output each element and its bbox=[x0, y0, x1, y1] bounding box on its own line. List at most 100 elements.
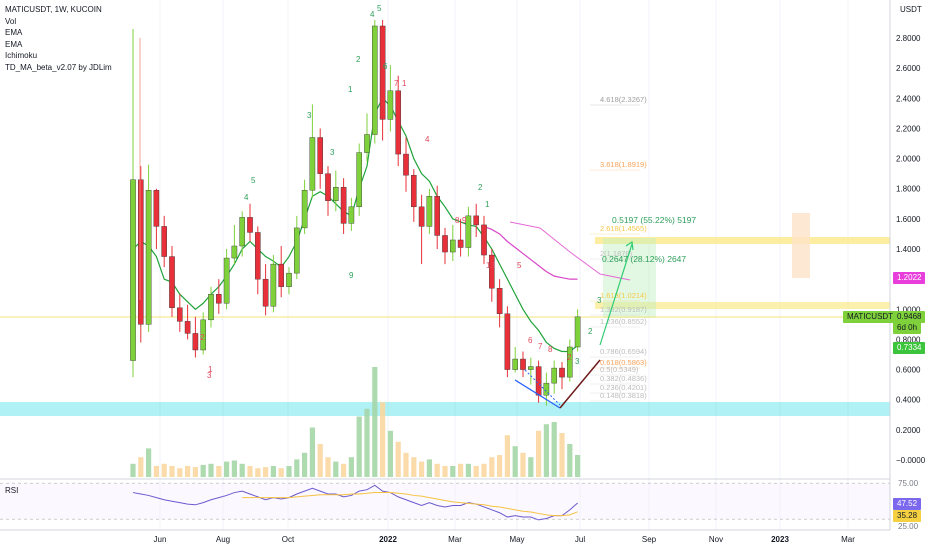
ema-slow-line bbox=[483, 225, 578, 280]
candle-body bbox=[184, 321, 191, 334]
volume-bar bbox=[465, 463, 471, 477]
td-count-label: 4 bbox=[370, 10, 375, 19]
volume-bar bbox=[255, 468, 261, 477]
time-tick-label: Mar bbox=[448, 535, 462, 544]
candle-body bbox=[200, 319, 207, 351]
candle-body bbox=[223, 257, 230, 304]
candle-body bbox=[496, 288, 503, 315]
td-count-label: 1 bbox=[208, 365, 213, 374]
volume-bar bbox=[294, 459, 300, 477]
volume-bar bbox=[185, 466, 191, 477]
volume-bar bbox=[419, 461, 425, 477]
indicator-ichimoku[interactable]: Ichimoku bbox=[5, 51, 38, 61]
volume-bar bbox=[286, 466, 292, 477]
fib-label: 0.382(0.4836) bbox=[600, 374, 647, 383]
rsi-level-25: 25.00 bbox=[898, 522, 919, 531]
td-count-label: 1 bbox=[348, 85, 353, 94]
price-tick-label: 2.0000 bbox=[896, 155, 921, 164]
td-count-label: 9 bbox=[462, 216, 467, 225]
rsi-level-75: 75.00 bbox=[898, 479, 919, 488]
volume-bar bbox=[341, 463, 347, 477]
price-tick-label: 2.2000 bbox=[896, 124, 921, 133]
time-tick-label: Aug bbox=[216, 535, 230, 544]
volume-bar bbox=[200, 464, 206, 477]
support-zone bbox=[0, 402, 890, 416]
candle-body bbox=[301, 190, 308, 229]
volume-bar bbox=[403, 452, 409, 477]
candle-body bbox=[387, 90, 394, 120]
td-count-label: 6 bbox=[383, 62, 388, 71]
volume-bar bbox=[497, 455, 503, 477]
volume-bar bbox=[356, 416, 362, 477]
fibonacci-levels: 4.618(2.3267) 3.618(1.8919) 2.618(1.4565) 2… bbox=[590, 95, 647, 402]
candle-body bbox=[340, 187, 347, 224]
candle-body bbox=[457, 239, 464, 248]
time-tick-label: Nov bbox=[709, 535, 723, 544]
projection-arrow bbox=[599, 243, 633, 346]
price-tick-label: 0.4000 bbox=[896, 396, 921, 405]
volume-bar bbox=[372, 367, 378, 477]
volume-bar bbox=[450, 466, 456, 477]
price-tag-ema2: 1.2022 bbox=[893, 272, 926, 284]
ema-fast-line bbox=[132, 97, 578, 353]
rsi-band bbox=[0, 483, 890, 520]
volume-bar bbox=[309, 427, 315, 477]
fib-label: 0.148(0.3818) bbox=[600, 391, 647, 400]
price-tick-label: 1.6000 bbox=[896, 215, 921, 224]
indicator-td-ma[interactable]: TD_MA_beta_v2.07 by JDLim bbox=[5, 62, 112, 72]
candles bbox=[130, 19, 581, 406]
rsi-label[interactable]: RSI bbox=[5, 486, 19, 495]
volume-bar bbox=[263, 467, 269, 477]
volume-bar bbox=[208, 463, 214, 477]
volume-bar bbox=[559, 433, 565, 477]
price-tick-label: −0.0000 bbox=[896, 456, 926, 465]
symbol-title[interactable]: MATICUSDT, 1W, KUCOIN bbox=[5, 5, 102, 14]
indicator-ema-1[interactable]: EMA bbox=[5, 28, 23, 38]
candle-body bbox=[286, 272, 292, 287]
td-count-label: 6 bbox=[528, 336, 533, 345]
candle-body bbox=[551, 367, 557, 384]
indicator-vol[interactable]: Vol bbox=[5, 16, 17, 26]
rsi-ma-line bbox=[242, 492, 578, 517]
td-count-label: 13 bbox=[486, 261, 495, 270]
td-count-label: 1 bbox=[485, 200, 490, 209]
fib-label: 1.618(1.0214) bbox=[600, 291, 647, 300]
volume-bar bbox=[138, 457, 144, 477]
candle-body bbox=[528, 366, 534, 370]
candle-body bbox=[130, 179, 136, 361]
volume-bar bbox=[575, 455, 581, 477]
td-count-label: 3 bbox=[575, 357, 580, 366]
td-count-label: 2 bbox=[200, 333, 205, 342]
candle-body bbox=[137, 179, 144, 325]
fib-label: 4.618(2.3267) bbox=[600, 95, 647, 104]
volume-bar bbox=[520, 452, 526, 477]
volume-bar bbox=[442, 466, 448, 477]
candle-body bbox=[426, 196, 433, 227]
volume-bar bbox=[426, 459, 432, 477]
price-tick-label: 1.8000 bbox=[896, 185, 921, 194]
candle-body bbox=[504, 313, 511, 370]
candle-body bbox=[473, 215, 480, 226]
resistance-zone-lower bbox=[595, 302, 890, 309]
volume-bar bbox=[239, 463, 245, 477]
candle-body bbox=[512, 358, 518, 370]
rsi-value-tag: 47.52 bbox=[893, 498, 922, 510]
candle-body bbox=[176, 307, 183, 322]
candle-body bbox=[309, 137, 316, 191]
candle-body bbox=[278, 263, 285, 287]
candle-body bbox=[418, 206, 425, 227]
volume-bar bbox=[551, 422, 557, 477]
fib-label: 0.786(0.6594) bbox=[600, 347, 647, 356]
fib-label: 1.236(0.8552) bbox=[600, 317, 647, 326]
volume-bar bbox=[458, 463, 464, 477]
td-count-label: 8 bbox=[548, 345, 553, 354]
indicator-ema-2[interactable]: EMA bbox=[5, 39, 23, 49]
symbol-tag: MATICUSDT bbox=[843, 311, 898, 323]
time-tick-label: 2023 bbox=[771, 535, 789, 544]
volume-bar bbox=[192, 467, 198, 477]
candle-body bbox=[535, 366, 542, 396]
projection-box bbox=[792, 213, 810, 278]
fib-label: 2(1.1878) bbox=[600, 249, 633, 258]
